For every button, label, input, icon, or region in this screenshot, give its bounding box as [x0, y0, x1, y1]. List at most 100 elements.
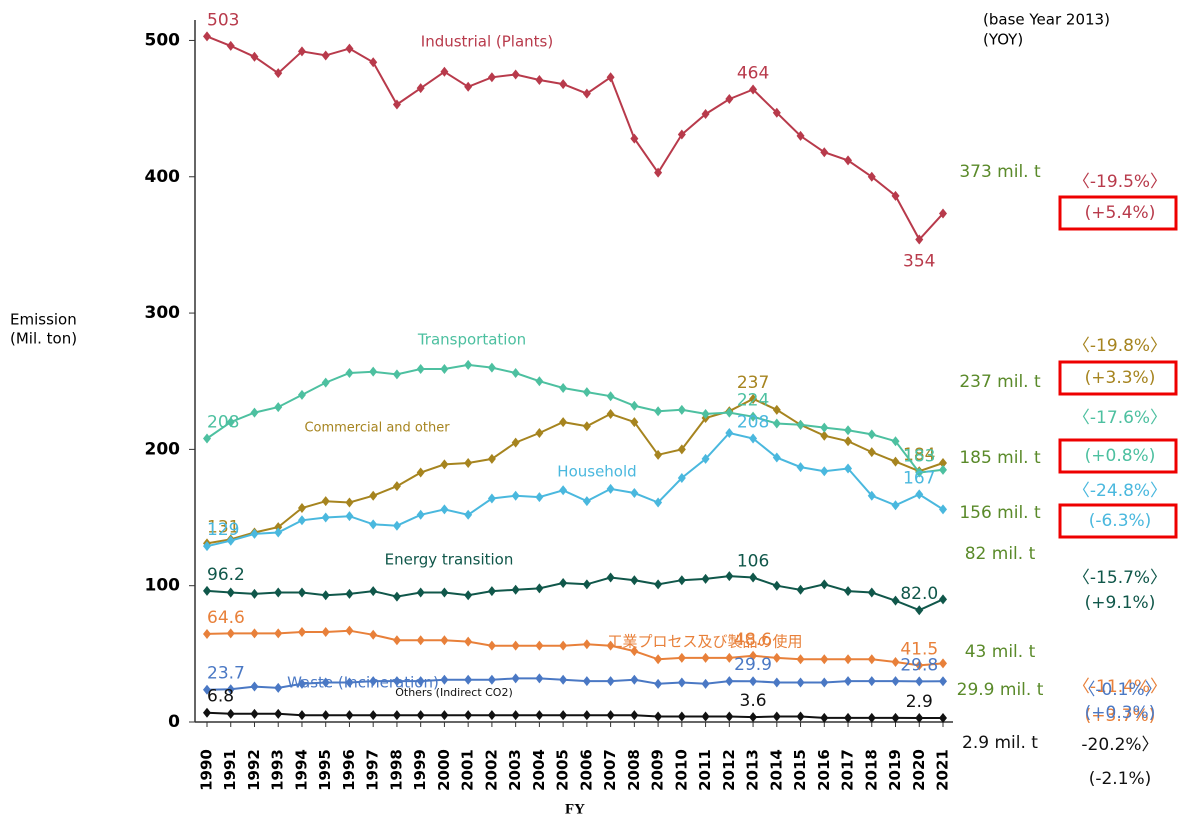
end-label: 373 mil. t	[959, 162, 1041, 182]
point	[677, 473, 686, 484]
point	[677, 652, 686, 663]
point	[416, 635, 425, 646]
point	[250, 628, 259, 639]
point	[844, 436, 853, 447]
point	[535, 710, 544, 721]
point	[725, 407, 734, 418]
x-tick-label: 2016	[815, 749, 833, 791]
point	[749, 411, 758, 422]
x-tick-label: 2001	[459, 749, 477, 791]
point	[582, 579, 591, 590]
point	[796, 130, 805, 141]
point	[321, 512, 330, 523]
x-tick-label: 2011	[696, 749, 714, 791]
point	[297, 515, 306, 526]
point	[867, 587, 876, 598]
point	[487, 710, 496, 721]
x-tick-label: 1999	[411, 749, 429, 791]
point	[582, 676, 591, 687]
x-tick-label: 1996	[340, 749, 358, 791]
point	[939, 458, 947, 469]
point	[535, 428, 544, 439]
point	[654, 449, 663, 460]
data-label: 503	[207, 10, 239, 30]
data-label: 237	[737, 373, 769, 393]
point	[440, 710, 449, 721]
series-line	[206, 35, 944, 242]
point	[844, 676, 853, 687]
point	[464, 81, 473, 92]
x-tick-label: 1991	[221, 749, 239, 791]
point	[464, 458, 473, 469]
note: (base Year 2013)	[983, 11, 1110, 29]
point	[345, 710, 354, 721]
point	[749, 650, 758, 661]
series-line	[206, 363, 944, 474]
point	[203, 684, 211, 695]
point	[915, 713, 924, 724]
point	[939, 208, 947, 219]
point	[559, 577, 568, 588]
point	[535, 583, 544, 594]
point	[891, 190, 900, 201]
point	[772, 452, 781, 463]
point	[772, 711, 781, 722]
point	[274, 68, 283, 79]
point	[464, 359, 473, 370]
point	[654, 711, 663, 722]
point	[939, 658, 947, 669]
point	[250, 407, 259, 418]
point	[820, 654, 829, 665]
yoy-change: (+9.1%)	[1085, 593, 1156, 613]
point	[487, 640, 496, 651]
point	[321, 377, 330, 388]
point	[915, 467, 924, 478]
point	[654, 654, 663, 665]
point	[511, 437, 520, 448]
point	[511, 640, 520, 651]
point	[582, 421, 591, 432]
point	[226, 708, 235, 719]
point	[274, 708, 283, 719]
point	[392, 369, 401, 380]
point	[654, 167, 663, 178]
point	[867, 171, 876, 182]
x-tick-label: 2002	[482, 749, 500, 791]
x-tick-label: 2012	[720, 749, 738, 791]
data-label: 183	[903, 447, 935, 467]
data-label: 6.8	[207, 687, 234, 707]
point	[274, 402, 283, 413]
data-label: 29.9	[734, 655, 772, 675]
point	[749, 712, 758, 723]
data-label: 2.9	[906, 692, 933, 712]
point	[297, 627, 306, 638]
point	[416, 363, 425, 374]
point	[487, 674, 496, 685]
point	[630, 400, 639, 411]
point	[772, 652, 781, 663]
point	[867, 490, 876, 501]
data-label: 29.8	[900, 655, 938, 675]
point	[820, 677, 829, 688]
point	[606, 72, 615, 83]
series-line	[206, 575, 944, 612]
point	[535, 673, 544, 684]
point	[416, 710, 425, 721]
y-axis-label: (Mil. ton)	[10, 330, 77, 348]
point	[535, 640, 544, 651]
point	[844, 712, 853, 723]
point	[915, 605, 924, 616]
point	[511, 490, 520, 501]
point	[796, 462, 805, 473]
point	[844, 586, 853, 597]
point	[891, 500, 900, 511]
data-label: 354	[903, 251, 935, 271]
point	[511, 368, 520, 379]
point	[915, 489, 924, 500]
point	[369, 519, 378, 530]
series-line	[206, 629, 944, 667]
point	[559, 674, 568, 685]
point	[416, 509, 425, 520]
point	[274, 628, 283, 639]
point	[915, 676, 924, 687]
